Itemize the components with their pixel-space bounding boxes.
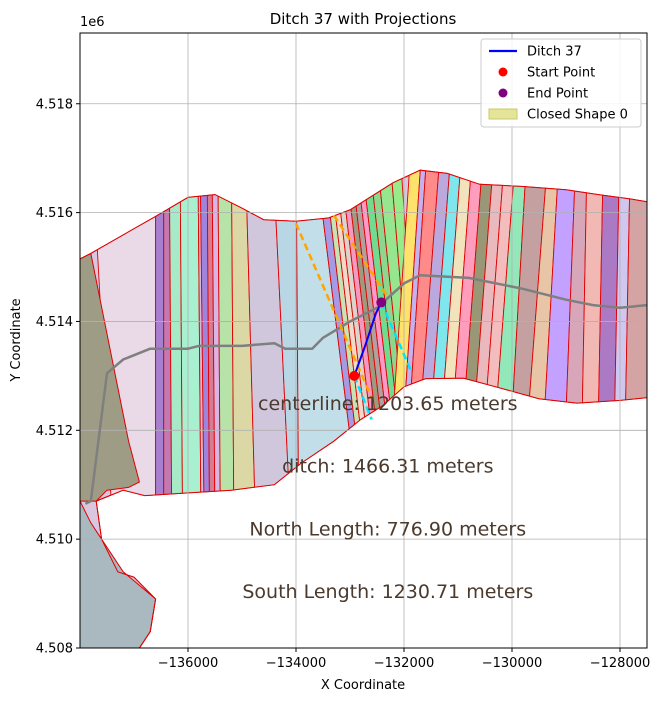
- end-point-marker: [376, 297, 387, 308]
- annotation-1: ditch: 1466.31 meters: [282, 456, 493, 478]
- legend: Ditch 37 Start Point End Point Closed Shape…: [480, 38, 642, 128]
- y-tick-label-0: 4.508: [36, 642, 73, 657]
- y-tick-label-2: 4.512: [36, 424, 73, 439]
- data-layer: [84, 214, 647, 505]
- x-tick-label-1: −134000: [266, 656, 327, 671]
- y-axis-title: Y Coordinate: [9, 298, 24, 382]
- axis-ticks: −136000 −134000 −132000 −130000 −128000 4.508…: [36, 97, 650, 671]
- projection-line-1: [332, 214, 389, 298]
- legend-swatch-1: [498, 67, 508, 77]
- east-strip-18: [624, 170, 647, 415]
- x-tick-label-3: −130000: [482, 656, 543, 671]
- chart-title: Ditch 37 with Projections: [270, 10, 457, 28]
- annotation-0: centerline: 1203.65 meters: [258, 393, 518, 415]
- x-axis-title: X Coordinate: [321, 678, 405, 693]
- legend-label-0: Ditch 37: [527, 45, 582, 60]
- projection-line-0: [294, 223, 373, 399]
- y-tick-label-5: 4.518: [36, 97, 73, 112]
- legend-label-1: Start Point: [527, 66, 595, 81]
- annotations: centerline: 1203.65 meters ditch: 1466.31…: [242, 393, 533, 603]
- x-tick-label-0: −136000: [158, 656, 219, 671]
- x-tick-label-2: −132000: [374, 656, 435, 671]
- plot-frame: [79, 32, 648, 649]
- x-tick-label-4: −128000: [590, 656, 651, 671]
- y-tick-label-4: 4.516: [36, 206, 73, 221]
- projection-line-2: [353, 375, 373, 420]
- legend-box: [480, 38, 642, 128]
- y-tick-label-1: 4.510: [36, 533, 73, 548]
- projection-line-3: [380, 301, 414, 374]
- annotation-3: South Length: 1230.71 meters: [242, 581, 533, 603]
- annotation-2: North Length: 776.90 meters: [249, 518, 526, 540]
- legend-swatch-3: [488, 108, 518, 120]
- legend-swatch-2: [498, 88, 508, 98]
- outline-border: [80, 169, 647, 648]
- start-point-marker: [349, 370, 360, 381]
- legend-label-2: End Point: [527, 87, 588, 102]
- y-offset-label: 1e6: [80, 15, 105, 30]
- left-patch: [80, 252, 140, 502]
- ditch-37-line: [353, 301, 383, 377]
- legend-label-3: Closed Shape 0: [527, 108, 628, 123]
- centerline: [84, 273, 647, 505]
- y-tick-label-3: 4.514: [36, 315, 73, 330]
